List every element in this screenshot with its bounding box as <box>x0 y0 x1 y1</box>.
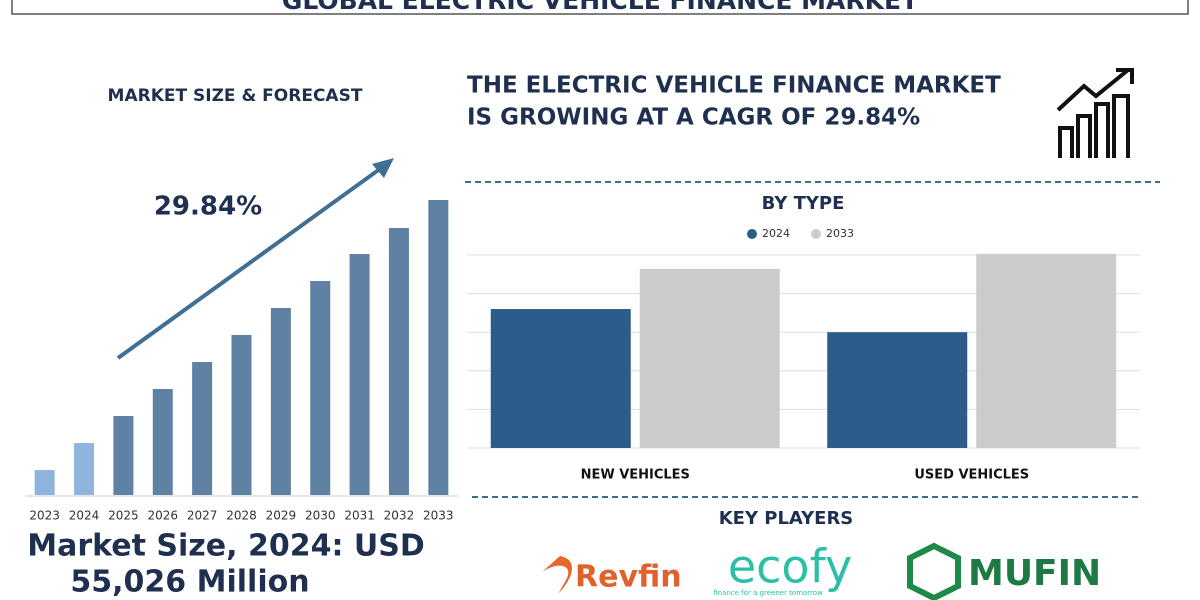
x-tick-label: 2023 <box>29 509 60 523</box>
key-players-title: KEY PLAYERS <box>719 508 854 529</box>
x-tick-label: NEW VEHICLES <box>581 468 690 483</box>
legend-swatch <box>747 229 757 239</box>
bar <box>428 200 449 495</box>
bar <box>152 389 173 495</box>
bar <box>490 309 631 448</box>
bar <box>639 268 780 448</box>
bar <box>976 253 1117 448</box>
x-tick-label: 2027 <box>187 509 218 523</box>
market-size-line: 55,026 Million <box>70 565 309 600</box>
header-box <box>11 0 1189 15</box>
bar <box>388 228 409 495</box>
bar <box>231 335 252 495</box>
x-tick-label: 2033 <box>423 509 454 523</box>
x-tick-label: 2031 <box>344 509 375 523</box>
x-tick-label: 2030 <box>305 509 336 523</box>
bar <box>310 281 331 495</box>
mufin-logo <box>907 542 961 600</box>
chart-title: MARKET SIZE & FORECAST <box>108 86 363 106</box>
x-tick-label: 2032 <box>384 509 415 523</box>
market-size-line: Market Size, 2024: USD <box>27 529 425 564</box>
bar <box>34 470 55 495</box>
cagr-annotation: 29.84% <box>154 192 262 222</box>
headline-line: IS GROWING AT A CAGR OF 29.84% <box>467 105 920 131</box>
headline-line: THE ELECTRIC VEHICLE FINANCE MARKET <box>467 73 1001 99</box>
bar <box>192 362 213 495</box>
player-name: MUFIN <box>968 553 1101 594</box>
header-title: GLOBAL ELECTRIC VEHICLE FINANCE MARKET <box>282 0 918 15</box>
bar <box>270 308 291 495</box>
chart-title: BY TYPE <box>762 193 845 214</box>
bar <box>74 443 95 495</box>
legend-label: 2024 <box>762 227 790 240</box>
bar <box>113 416 134 495</box>
x-tick-label: 2028 <box>226 509 257 523</box>
legend-swatch <box>811 229 821 239</box>
x-tick-label: USED VEHICLES <box>914 468 1029 483</box>
player-name: ecofy <box>728 540 852 594</box>
x-tick-label: 2024 <box>69 509 100 523</box>
bar <box>827 332 968 448</box>
revfin-logo <box>542 556 573 594</box>
player-tagline: finance for a greener tomorrow <box>713 589 823 597</box>
legend-label: 2033 <box>826 227 854 240</box>
arrow-head <box>372 158 394 178</box>
bar <box>349 254 370 495</box>
x-tick-label: 2025 <box>108 509 139 523</box>
x-tick-label: 2029 <box>266 509 297 523</box>
growth-arrow <box>116 164 386 360</box>
x-tick-label: 2026 <box>147 509 178 523</box>
growth-icon <box>1056 68 1134 158</box>
player-name: Revfin <box>575 560 682 595</box>
